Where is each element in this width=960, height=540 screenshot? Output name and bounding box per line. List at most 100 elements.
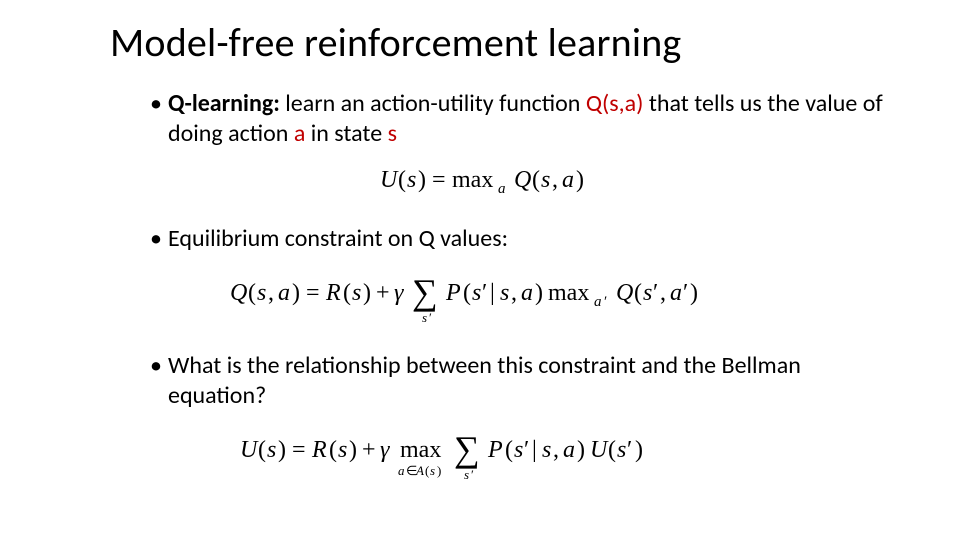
svg-text:Q: Q (230, 280, 247, 306)
svg-text:s: s (464, 467, 469, 482)
svg-text:(: ( (329, 437, 337, 463)
svg-text:+: + (362, 437, 376, 463)
svg-text:a: a (563, 437, 575, 463)
svg-text:R: R (311, 437, 327, 463)
svg-text:s: s (422, 310, 427, 325)
svg-text:P: P (445, 280, 461, 306)
svg-text:s: s (430, 463, 435, 478)
bullet-equilibrium: Equilibrium constraint on Q values: (150, 224, 900, 254)
svg-text:): ) (292, 280, 300, 306)
svg-text:a: a (521, 280, 533, 306)
svg-text:max: max (400, 437, 441, 463)
svg-text:(: ( (343, 280, 351, 306)
qlearning-mid: learn an action-utility function (280, 89, 586, 118)
qlearning-lead: Q-learning: (168, 89, 280, 118)
svg-text:(: ( (425, 463, 429, 478)
bullet-bellman-question: What is the relationship between this co… (150, 351, 900, 411)
svg-text:∑: ∑ (412, 272, 438, 312)
svg-text:a: a (398, 463, 405, 478)
slide-title: Model-free reinforcement learning (110, 18, 900, 67)
equation-bellman: U ( s ) = R ( s ) + γ max a ∈ A ( s ) ∑ (120, 425, 900, 488)
svg-text:): ) (418, 167, 426, 193)
svg-text:′: ′ (482, 280, 487, 306)
svg-text:s: s (338, 437, 347, 463)
bullet-qlearning: Q-learning: learn an action-utility func… (150, 89, 900, 149)
svg-text:): ) (363, 280, 371, 306)
svg-text:max: max (452, 167, 493, 193)
svg-text:a: a (594, 294, 602, 310)
svg-text:s: s (617, 437, 626, 463)
bullet-list-2: Equilibrium constraint on Q values: (150, 224, 900, 254)
svg-text:(: ( (608, 437, 616, 463)
svg-text:): ) (635, 437, 643, 463)
svg-text:s: s (514, 437, 523, 463)
svg-text:′: ′ (471, 467, 474, 482)
svg-text:′: ′ (683, 280, 688, 306)
svg-text:|: | (490, 280, 495, 306)
svg-text:γ: γ (380, 437, 390, 463)
svg-text:|: | (532, 437, 537, 463)
svg-text:,: , (552, 167, 558, 193)
svg-text:(: ( (505, 437, 513, 463)
svg-text:s: s (472, 280, 481, 306)
svg-text:A: A (415, 463, 424, 478)
svg-text:′: ′ (653, 280, 658, 306)
svg-text:): ) (349, 437, 357, 463)
svg-text:(: ( (258, 437, 266, 463)
svg-text:max: max (548, 280, 589, 306)
svg-text:a: a (670, 280, 682, 306)
eq3-svg: U ( s ) = R ( s ) + γ max a ∈ A ( s ) ∑ (240, 425, 780, 483)
svg-text:(: ( (248, 280, 256, 306)
svg-text:′: ′ (604, 294, 607, 310)
svg-text:a: a (278, 280, 290, 306)
svg-text:(: ( (398, 167, 406, 193)
svg-text:s: s (267, 437, 276, 463)
svg-text:(: ( (634, 280, 642, 306)
svg-text:=: = (306, 280, 320, 306)
svg-text:U: U (380, 167, 399, 193)
svg-text:P: P (487, 437, 503, 463)
svg-text:(: ( (463, 280, 471, 306)
equation-utility: U ( s ) = max a Q ( s , a ) (120, 163, 900, 204)
q-function-text: Q(s,a) (586, 89, 644, 118)
svg-text:Q: Q (616, 280, 633, 306)
svg-text:∑: ∑ (454, 429, 480, 469)
eq2-svg: Q ( s , a ) = R ( s ) + γ ∑ s ′ P ( s ′ (230, 268, 790, 326)
eq1-svg: U ( s ) = max a Q ( s , a ) (380, 163, 640, 199)
svg-text:s: s (500, 280, 509, 306)
svg-text:s: s (407, 167, 416, 193)
bullet-list-3: What is the relationship between this co… (150, 351, 900, 411)
svg-text:): ) (690, 280, 698, 306)
svg-text:s: s (643, 280, 652, 306)
svg-text:U: U (240, 437, 259, 463)
svg-text:=: = (432, 167, 446, 193)
svg-text:U: U (590, 437, 609, 463)
svg-text:): ) (278, 437, 286, 463)
bullet-list: Q-learning: learn an action-utility func… (150, 89, 900, 149)
svg-text:γ: γ (394, 280, 404, 306)
svg-text:′: ′ (627, 437, 632, 463)
svg-text:,: , (660, 280, 666, 306)
svg-text:,: , (553, 437, 559, 463)
svg-text:): ) (535, 280, 543, 306)
svg-text:s: s (542, 437, 551, 463)
qlearning-rest2: in state (305, 119, 387, 148)
svg-text:): ) (577, 437, 585, 463)
svg-text:): ) (576, 167, 584, 193)
svg-text:a: a (562, 167, 574, 193)
action-a-text: a (294, 119, 306, 148)
svg-text:′: ′ (524, 437, 529, 463)
svg-text:,: , (268, 280, 274, 306)
svg-text:Q: Q (514, 167, 531, 193)
equation-q-constraint: Q ( s , a ) = R ( s ) + γ ∑ s ′ P ( s ′ (120, 268, 900, 331)
svg-text:s: s (257, 280, 266, 306)
svg-text:,: , (511, 280, 517, 306)
svg-text:′: ′ (429, 310, 432, 325)
svg-text:(: ( (532, 167, 540, 193)
svg-text:s: s (352, 280, 361, 306)
svg-text:=: = (292, 437, 306, 463)
svg-text:a: a (498, 181, 506, 197)
svg-text:): ) (437, 463, 441, 478)
state-s-text: s (388, 119, 397, 148)
svg-text:+: + (376, 280, 390, 306)
